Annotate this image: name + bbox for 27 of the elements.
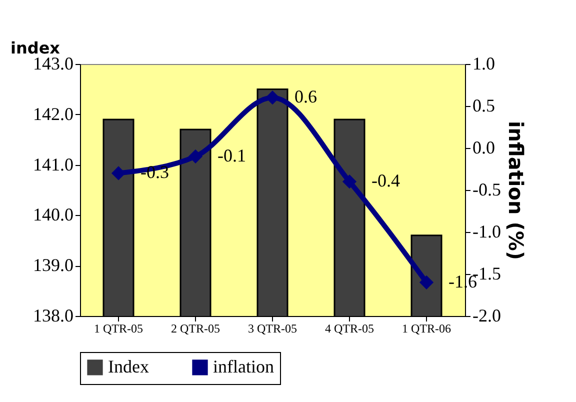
point	[342, 174, 357, 189]
y2-tick-label: 1.0	[472, 54, 495, 74]
point	[265, 90, 280, 105]
y-tick-label: 138.0	[33, 306, 74, 326]
y-tick-label: 140.0	[33, 204, 74, 225]
data-label: -0.4	[372, 170, 400, 191]
point	[188, 149, 203, 164]
y2-tick-label: -2.0	[472, 306, 501, 326]
point	[419, 275, 434, 290]
y-tick-label: 142.0	[33, 104, 74, 124]
x-tick-label: 4 QTR-05	[325, 322, 374, 336]
data-label: 0.6	[294, 86, 317, 107]
y2-tick-label: -0.5	[472, 180, 501, 200]
y-tick-label: 141.0	[33, 154, 74, 174]
y-tick-label: 139.0	[33, 255, 74, 276]
data-label: -0.1	[218, 145, 246, 166]
y2-tick-label: -1.0	[472, 222, 501, 242]
x-tick-label: 1 QTR-05	[94, 322, 143, 336]
legend-label: inflation	[213, 356, 274, 376]
y2-tick-label: 0.5	[472, 96, 495, 116]
y2-tick-label: 0.0	[472, 138, 495, 158]
y2-axis-title: inflation (%)	[504, 120, 528, 260]
x-tick-label: 2 QTR-05	[171, 322, 220, 336]
x-tick-label: 3 QTR-05	[248, 322, 297, 336]
legend-label: Index	[108, 356, 149, 376]
x-tick-label: 1 QTR-06	[402, 322, 451, 336]
point	[111, 166, 126, 180]
